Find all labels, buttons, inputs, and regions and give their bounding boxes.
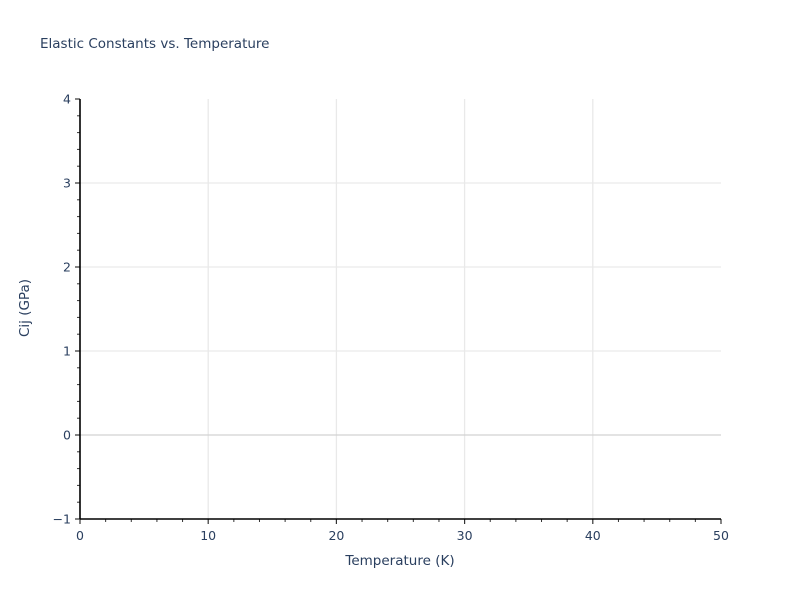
x-tick-label: 50	[713, 528, 729, 543]
chart-title: Elastic Constants vs. Temperature	[40, 36, 270, 52]
x-tick-label: 40	[585, 528, 601, 543]
y-tick-label: 1	[63, 344, 71, 359]
y-axis-title: Cij (GPa)	[17, 278, 33, 338]
y-tick-label: 0	[63, 428, 71, 443]
x-tick-label: 0	[76, 528, 84, 543]
x-tick-label: 20	[328, 528, 344, 543]
y-tick-label: −1	[53, 512, 71, 527]
x-tick-label: 30	[457, 528, 473, 543]
y-tick-label: 3	[63, 176, 71, 191]
x-axis-title: Temperature (K)	[345, 553, 455, 569]
x-tick-label: 10	[200, 528, 216, 543]
y-tick-label: 4	[63, 92, 71, 107]
y-tick-label: 2	[63, 260, 71, 275]
